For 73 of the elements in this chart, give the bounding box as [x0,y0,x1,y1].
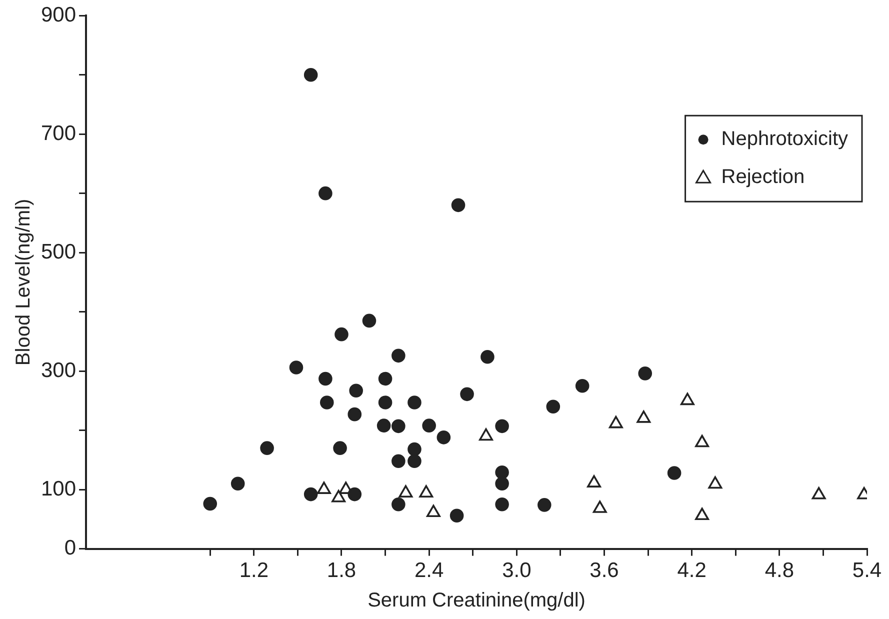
point [332,490,346,502]
point [708,476,722,489]
point [408,396,422,410]
point [378,372,392,386]
point [422,418,436,432]
x-tick-label: 3.6 [590,559,619,582]
point [304,487,318,502]
legend-label: Rejection [721,166,805,188]
point [680,392,694,406]
point [392,497,406,512]
point [695,508,710,520]
point [495,476,509,491]
point [408,454,422,468]
x-tick-label: 2.4 [414,559,444,582]
point [495,465,509,480]
point [317,482,331,494]
point [333,441,347,455]
point [587,475,601,488]
point [349,384,363,398]
x-tick-label: 1.8 [326,559,356,582]
point [230,476,245,491]
y-axis-title: Blood Level(ng/ml) [12,198,35,366]
point [320,396,334,410]
point [203,496,218,511]
x-axis-title: Serum Creatinine(mg/dl) [368,590,586,612]
point [348,487,362,502]
x-tick-label: 4.8 [764,559,794,582]
x-tick-label: 1.2 [239,559,269,582]
point [608,416,623,428]
x-tick-label: 4.2 [677,559,706,582]
point [451,198,466,212]
y-tick-label: 300 [40,358,76,382]
point [695,434,710,448]
point [376,418,391,432]
point [575,378,590,393]
x-tick-label: 3.0 [502,559,532,582]
point [289,360,304,374]
point [392,454,406,468]
point [636,410,651,423]
point [638,366,652,380]
point [592,500,607,513]
point [318,372,332,386]
y-tick-label: 0 [64,536,76,560]
point [348,407,362,422]
point [460,387,474,402]
legend-label: Nephrotoxicity [721,128,848,150]
point [408,442,422,456]
y-tick-label: 500 [40,240,76,264]
point [546,400,560,414]
point [537,498,552,512]
point [812,486,826,500]
point [260,441,274,455]
y-tick-label: 700 [40,122,76,145]
point [392,348,406,363]
point [480,350,494,364]
y-tick-label: 100 [40,477,76,500]
point [495,419,509,434]
point [450,508,464,523]
point [378,396,392,410]
point [426,504,440,518]
point [318,186,332,200]
point [419,485,434,498]
point [398,485,413,498]
point [334,327,348,342]
point [495,497,509,512]
x-tick-label: 5.4 [852,559,882,582]
point [667,466,682,480]
y-tick-label: 900 [40,3,76,26]
point [362,314,376,328]
point [304,68,318,82]
point [436,430,451,444]
point [392,419,406,434]
point [479,428,493,441]
